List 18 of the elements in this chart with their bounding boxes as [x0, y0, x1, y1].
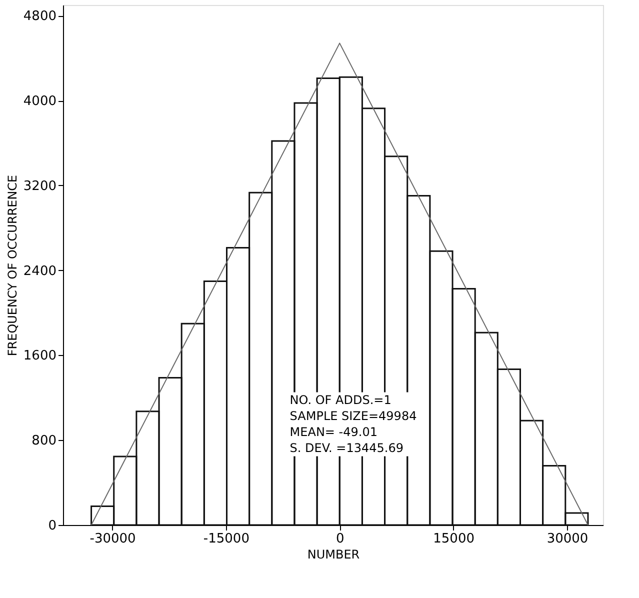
y-tick-label: 4000 [23, 94, 56, 110]
annotation: S. DEV. =13445.69 [290, 441, 404, 456]
annotation: SAMPLE SIZE=49984 [290, 409, 417, 424]
y-tick-label: 3200 [23, 178, 56, 194]
y-tick-label: 800 [32, 434, 56, 449]
x-tick-label: 30000 [546, 532, 588, 546]
y-tick-label: 0 [48, 518, 56, 534]
x-axis-title: NUMBER [307, 548, 360, 562]
y-tick-label: 2400 [23, 264, 56, 279]
annotation: NO. OF ADDS.=1 [290, 393, 392, 408]
x-tick-label: -30000 [90, 532, 136, 546]
x-tick-label: -15000 [203, 532, 250, 546]
y-axis-title: FREQUENCY OF OCCURRENCE [5, 174, 20, 356]
x-tick-label: 0 [336, 532, 344, 546]
y-tick-label: 1600 [23, 348, 56, 364]
annotation: MEAN= -49.01 [290, 425, 378, 440]
x-tick-label: 15000 [433, 532, 474, 546]
y-tick-label: 4800 [23, 9, 56, 24]
